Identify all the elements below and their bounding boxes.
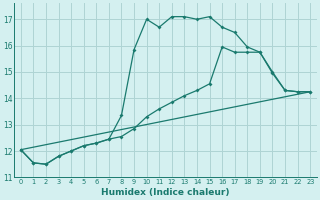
X-axis label: Humidex (Indice chaleur): Humidex (Indice chaleur) — [101, 188, 230, 197]
